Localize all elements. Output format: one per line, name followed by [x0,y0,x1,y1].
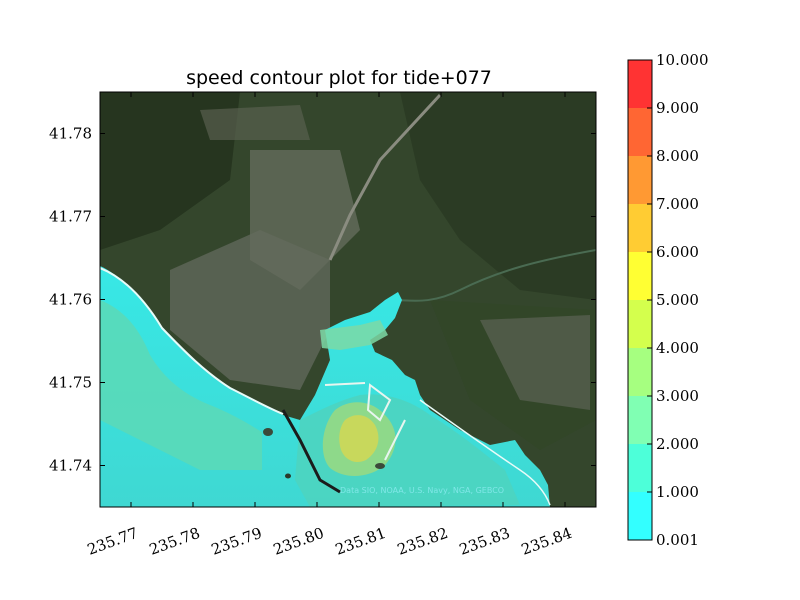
y-tick-label: 41.77 [49,208,92,226]
x-tick-label: 235.79 [209,524,264,559]
x-tick-label: 235.82 [395,524,450,559]
colorbar-segment [628,396,652,444]
jetty [384,419,406,461]
forest-patch [400,92,596,300]
colorbar-tick-label: 5.000 [656,291,699,309]
x-tick-label: 235.78 [147,524,202,559]
colorbar-segment [628,300,652,348]
colorbar-tick-label: 1.000 [656,483,699,501]
colorbar: 0.001 1.000 2.000 3.000 4.000 5.000 6.000 7.000… [627,51,709,549]
river [394,249,596,302]
jetty [366,383,392,422]
jetty [281,409,341,494]
y-tick-label: 41.74 [49,457,92,475]
urban-area [200,105,310,140]
island [263,428,273,436]
colorbar-segment [628,108,652,156]
colorbar-tick-label: 3.000 [656,387,699,405]
x-tick-label: 235.83 [457,524,512,559]
y-tick-label: 41.76 [49,291,92,309]
colorbar-tick-label: 6.000 [656,243,699,261]
colorbar-tick-label: 2.000 [656,435,699,453]
shoreline [100,267,284,415]
y-tick-label: 41.75 [49,374,92,392]
contour-band-2 [320,320,388,350]
x-tick-label: 235.81 [333,524,388,559]
y-axis: 41.74 41.75 41.76 41.77 41.78 [49,125,596,475]
chart-title: speed contour plot for tide+077 [186,67,492,89]
x-tick-label: 235.84 [519,524,574,559]
island [285,473,291,479]
highway [328,93,442,261]
island [375,463,385,469]
colorbar-tick-label: 9.000 [656,99,699,117]
colorbar-segment [628,348,652,396]
contour-band-1 [100,300,262,470]
jetty [324,382,366,386]
colorbar-segment [628,252,652,300]
colorbar-tick-label: 7.000 [656,195,699,213]
colorbar-segment [628,60,652,108]
forest-patch [100,92,240,250]
map-attribution: Data SIO, NOAA, U.S. Navy, NGA, GEBCO [340,486,504,495]
colorbar-tick-label: 0.001 [656,531,699,549]
colorbar-tick-label: 8.000 [656,147,699,165]
colorbar-tick-label: 10.000 [656,51,709,69]
urban-area [480,315,590,410]
colorbar-segment [628,492,652,540]
colorbar-segment [628,204,652,252]
contour-band-3 [339,415,379,463]
colorbar-tick-label: 4.000 [656,339,699,357]
x-tick-label: 235.77 [85,524,140,559]
map-area: Data SIO, NOAA, U.S. Navy, NGA, GEBCO [100,92,596,507]
x-tick-label: 235.80 [271,524,326,559]
y-tick-label: 41.78 [49,125,92,143]
colorbar-segment [628,156,652,204]
shoreline [419,399,551,506]
colorbar-segment [628,444,652,492]
